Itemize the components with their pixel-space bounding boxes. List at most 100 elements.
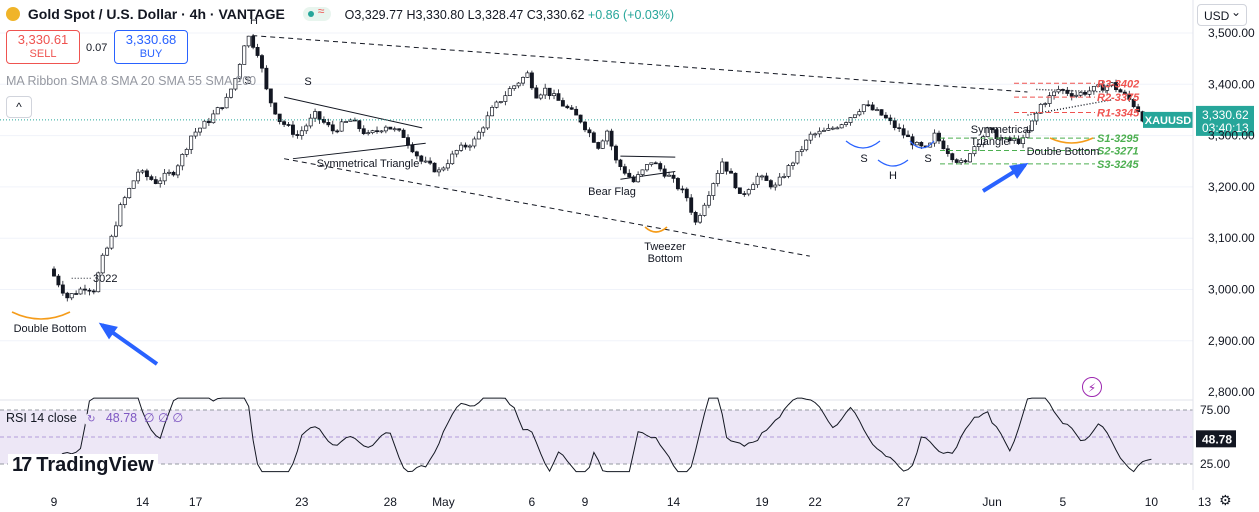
candle-body bbox=[724, 161, 729, 172]
candle-body bbox=[273, 102, 278, 115]
candle-body bbox=[348, 119, 353, 122]
candle-body bbox=[578, 114, 583, 123]
candle-body bbox=[870, 104, 875, 111]
candle-body bbox=[897, 127, 902, 130]
annotation-label: Symmetrical Triangle bbox=[317, 158, 420, 170]
candle-body bbox=[990, 127, 995, 130]
candle-body bbox=[122, 197, 127, 206]
candle-body bbox=[675, 178, 680, 190]
symbol-tag: XAUUSD bbox=[1145, 115, 1192, 127]
candle-body bbox=[591, 132, 596, 143]
gear-icon[interactable]: ⚙ bbox=[1219, 492, 1232, 508]
candle-body bbox=[503, 95, 508, 102]
change-value: +0.86 (+0.03%) bbox=[587, 8, 675, 22]
candle-body bbox=[109, 235, 114, 249]
candle-body bbox=[87, 289, 92, 292]
rsi-value: 48.78 bbox=[105, 411, 138, 425]
currency-select[interactable]: USD bbox=[1197, 1, 1247, 26]
candle-body bbox=[614, 145, 618, 161]
candle-body bbox=[1060, 89, 1065, 91]
candle-body bbox=[202, 120, 207, 129]
x-tick-label: 23 bbox=[295, 495, 309, 509]
tv-mark-icon: 17 bbox=[12, 454, 32, 476]
sell-button[interactable]: 3,330.61 SELL bbox=[6, 30, 80, 64]
candle-body bbox=[317, 111, 322, 120]
candle-body bbox=[1118, 89, 1123, 93]
candle-body bbox=[826, 128, 831, 131]
candle-body bbox=[1021, 137, 1026, 144]
symbol-header[interactable]: Gold Spot / U.S. Dollar · 4h · VANTAGE O… bbox=[6, 4, 675, 22]
x-tick-label: 10 bbox=[1145, 495, 1159, 509]
candle-body bbox=[773, 184, 778, 188]
candle-body bbox=[720, 161, 725, 174]
annotation-label: H bbox=[250, 15, 258, 27]
market-status-icon[interactable] bbox=[302, 4, 331, 21]
candle-body bbox=[910, 136, 915, 146]
hs-arc bbox=[845, 140, 881, 149]
candle-body bbox=[813, 133, 818, 136]
candle-body bbox=[844, 122, 849, 125]
candle-body bbox=[140, 170, 145, 173]
candle-body bbox=[507, 88, 512, 97]
candle-body bbox=[1087, 90, 1092, 95]
brand-name: TradingView bbox=[36, 454, 154, 476]
resistance-label: R2-3375 bbox=[1097, 92, 1140, 104]
buy-button[interactable]: 3,330.68 BUY bbox=[114, 30, 188, 64]
triangle-lower-line bbox=[292, 142, 426, 160]
symbol-title[interactable]: Gold Spot / U.S. Dollar · 4h · VANTAGE bbox=[27, 6, 285, 22]
hs-arc bbox=[877, 159, 909, 167]
candle-body bbox=[782, 176, 787, 178]
candle-body bbox=[410, 144, 415, 153]
candle-body bbox=[547, 87, 552, 97]
candle-body bbox=[361, 128, 366, 135]
candle-body bbox=[883, 114, 888, 119]
candle-body bbox=[392, 128, 397, 131]
candle-body bbox=[1043, 103, 1048, 105]
candle-body bbox=[640, 169, 645, 175]
indicator-legend[interactable]: MA Ribbon SMA 8 SMA 20 SMA 55 SMA 200 bbox=[6, 74, 257, 88]
candle-body bbox=[985, 127, 990, 137]
candle-body bbox=[702, 204, 707, 216]
candle-body bbox=[556, 93, 561, 101]
tradingview-logo[interactable]: 17 TradingView bbox=[8, 454, 158, 477]
rsi-legend[interactable]: RSI 14 close ↻ 48.78 ∅ ∅ ∅ bbox=[6, 410, 183, 427]
candle-body bbox=[777, 176, 782, 186]
candle-body bbox=[857, 111, 862, 116]
candle-body bbox=[175, 165, 180, 176]
rsi-badge: 48.78 bbox=[1202, 432, 1232, 446]
candle-body bbox=[963, 160, 968, 163]
candle-body bbox=[600, 140, 605, 149]
candle-body bbox=[1038, 103, 1043, 114]
candle-body bbox=[330, 124, 335, 132]
candle-body bbox=[184, 149, 189, 155]
lightning-icon[interactable]: ⚡ bbox=[1082, 377, 1102, 397]
candle-body bbox=[689, 197, 694, 213]
candle-body bbox=[65, 292, 70, 299]
candle-body bbox=[552, 93, 556, 97]
candle-body bbox=[167, 171, 171, 174]
candle-body bbox=[1078, 92, 1083, 96]
candle-body bbox=[472, 138, 477, 147]
candle-body bbox=[233, 78, 238, 90]
candle-body bbox=[706, 195, 711, 206]
candle-body bbox=[746, 189, 751, 195]
candle-body bbox=[976, 143, 981, 147]
candle-body bbox=[383, 126, 388, 132]
buy-price: 3,330.68 bbox=[125, 32, 177, 47]
candle-body bbox=[251, 35, 256, 48]
rsi-line bbox=[53, 397, 1152, 473]
candle-body bbox=[211, 113, 216, 124]
candle-body bbox=[100, 254, 105, 274]
candle-body bbox=[246, 35, 251, 47]
candle-body bbox=[379, 130, 384, 133]
collapse-legend-button[interactable]: ^ bbox=[6, 96, 32, 118]
refresh-icon[interactable]: ↻ bbox=[84, 413, 99, 427]
candle-body bbox=[751, 184, 756, 190]
annotation-label: Bottom bbox=[648, 253, 683, 265]
candle-body bbox=[959, 160, 964, 163]
y-tick-label: 3,000.00 bbox=[1208, 283, 1255, 297]
candle-body bbox=[680, 188, 685, 191]
candle-body bbox=[220, 107, 225, 109]
candle-body bbox=[144, 170, 149, 178]
